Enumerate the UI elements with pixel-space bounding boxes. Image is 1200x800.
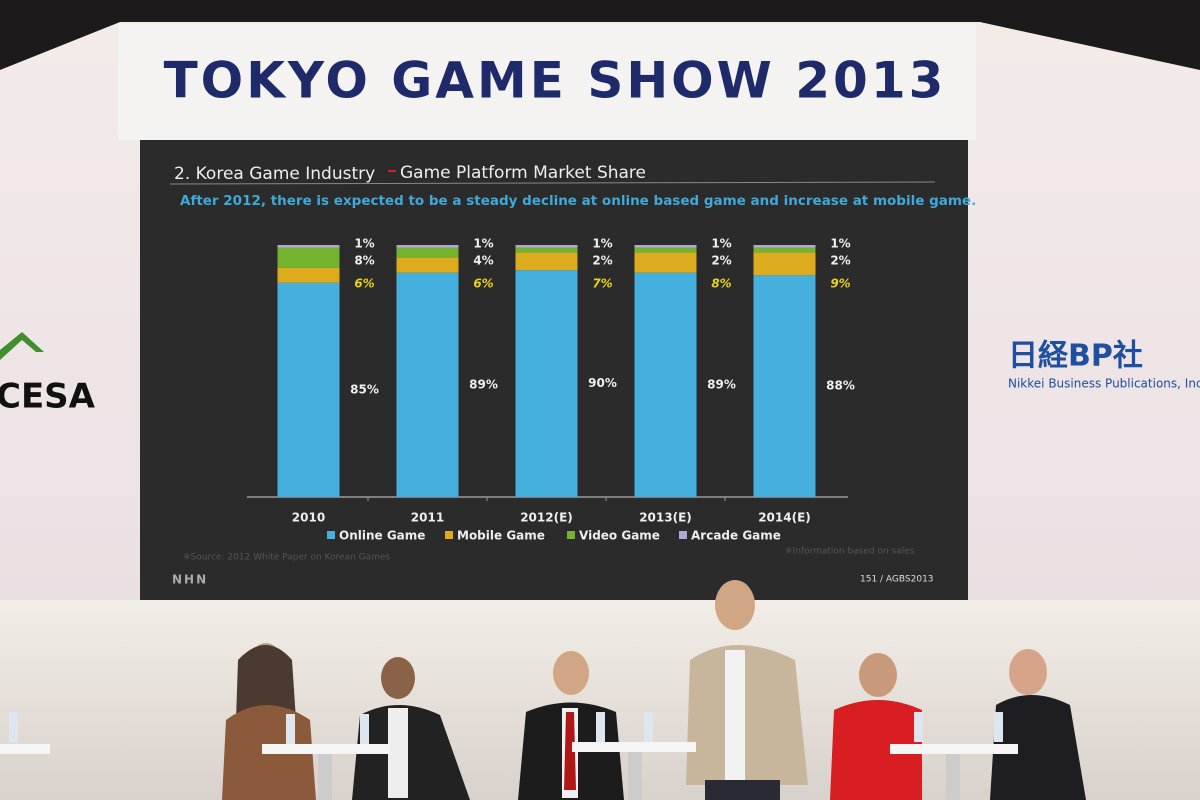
chart-description: After 2012, there is expected to be a st… bbox=[180, 193, 976, 209]
legend-swatch bbox=[445, 531, 453, 539]
legend-label: Video Game bbox=[579, 529, 660, 543]
bar-segment bbox=[396, 247, 459, 258]
bar-segment bbox=[753, 247, 816, 253]
nikkei-caption: Nikkei Business Publications, Inc bbox=[1008, 377, 1200, 391]
bar-segment bbox=[515, 252, 578, 271]
slide-logo: NHN bbox=[172, 573, 208, 587]
table bbox=[0, 744, 50, 754]
table bbox=[890, 744, 1018, 800]
banner bbox=[118, 24, 976, 140]
bar-segment bbox=[277, 245, 340, 248]
x-tick-label: 2012(E) bbox=[520, 511, 573, 525]
slide-page: 151 / AGBS2013 bbox=[860, 575, 934, 585]
x-tick-label: 2010 bbox=[292, 511, 325, 525]
bar-segment bbox=[634, 245, 697, 248]
bar-segment bbox=[396, 272, 459, 497]
data-label: 2% bbox=[592, 254, 612, 268]
table bbox=[572, 742, 696, 800]
slide-source: ※Source: 2012 White Paper on Korean Game… bbox=[183, 553, 390, 563]
data-label: 6% bbox=[354, 277, 374, 291]
panelist bbox=[686, 580, 808, 800]
data-label: 8% bbox=[354, 254, 374, 268]
chart-subtitle: Game Platform Market Share bbox=[400, 163, 646, 183]
legend-label: Online Game bbox=[339, 529, 425, 543]
legend-swatch bbox=[679, 531, 687, 539]
data-label: 90% bbox=[588, 376, 617, 390]
data-label: 1% bbox=[473, 237, 493, 251]
legend-label: Arcade Game bbox=[691, 529, 781, 543]
legend-swatch bbox=[567, 531, 575, 539]
title-dash bbox=[388, 170, 396, 172]
bar-segment bbox=[515, 270, 578, 497]
data-label: 89% bbox=[469, 377, 498, 391]
bar-segment bbox=[753, 252, 816, 276]
bar-segment bbox=[634, 247, 697, 253]
title-rule bbox=[169, 181, 936, 185]
panelist bbox=[830, 653, 922, 800]
panelist bbox=[518, 651, 624, 800]
data-label: 9% bbox=[830, 277, 850, 291]
data-label: 1% bbox=[592, 237, 612, 251]
data-label: 89% bbox=[707, 377, 736, 391]
chart: 2010 85% 6% 8% 1% 2011 89% 6% 4% 1% 2012(E) 90% 7% 2%… bbox=[277, 237, 855, 543]
bar-segment bbox=[277, 247, 340, 268]
bar-segment bbox=[753, 275, 816, 497]
data-label: 4% bbox=[473, 254, 493, 268]
table bbox=[262, 744, 390, 800]
data-label: 2% bbox=[830, 254, 850, 268]
bar-segment bbox=[396, 245, 459, 248]
water-bottles bbox=[9, 712, 1003, 744]
bar-segment bbox=[634, 252, 697, 273]
bar-segment bbox=[753, 245, 816, 248]
data-label: 85% bbox=[350, 382, 379, 396]
data-label: 7% bbox=[592, 277, 612, 291]
ceiling bbox=[0, 0, 1200, 70]
bar-segment bbox=[396, 257, 459, 273]
panelist bbox=[990, 649, 1086, 800]
data-label: 8% bbox=[711, 277, 731, 291]
data-label: 2% bbox=[711, 254, 731, 268]
legend-label: Mobile Game bbox=[457, 529, 545, 543]
bar-segment bbox=[277, 282, 340, 497]
data-label: 1% bbox=[711, 237, 731, 251]
panel bbox=[0, 580, 1086, 800]
bar-segment bbox=[515, 247, 578, 253]
banner-title: TOKYO GAME SHOW 2013 bbox=[164, 52, 947, 110]
legend-swatch bbox=[327, 531, 335, 539]
data-label: 1% bbox=[830, 237, 850, 251]
chart-title: 2. Korea Game Industry bbox=[174, 164, 375, 184]
bar-segment bbox=[277, 267, 340, 283]
x-tick-label: 2013(E) bbox=[639, 511, 692, 525]
cesa-logo: CESA bbox=[0, 377, 96, 417]
slide-footnote: ※Information based on sales bbox=[785, 547, 915, 557]
bar-segment bbox=[634, 272, 697, 497]
x-tick-label: 2014(E) bbox=[758, 511, 811, 525]
bar-segment bbox=[515, 245, 578, 248]
nikkei-logo: 日経BP社 bbox=[1008, 339, 1143, 374]
cesa-logo-mark bbox=[0, 332, 44, 360]
panelist bbox=[352, 657, 470, 800]
data-label: 88% bbox=[826, 379, 855, 393]
data-label: 1% bbox=[354, 237, 374, 251]
data-label: 6% bbox=[473, 277, 493, 291]
x-tick-label: 2011 bbox=[411, 511, 444, 525]
